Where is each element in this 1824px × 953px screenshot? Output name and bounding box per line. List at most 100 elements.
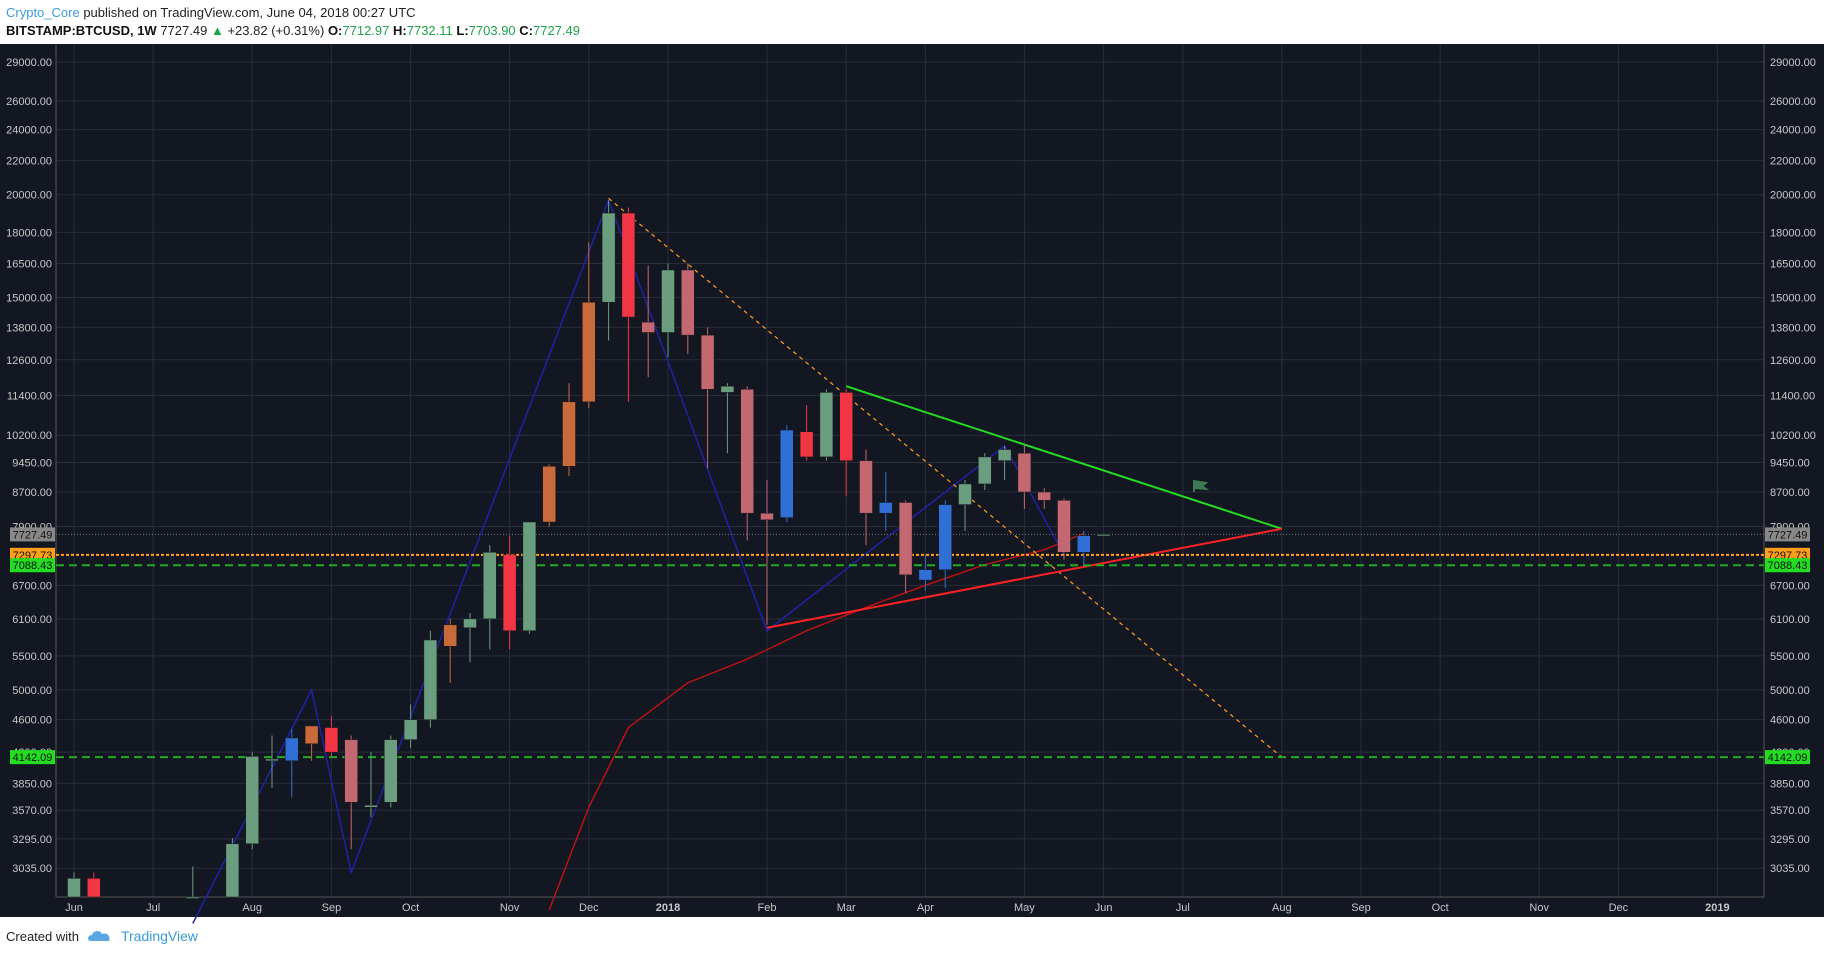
- time-axis: Jun Jul Aug Sep Oct Nov Dec 2018 Feb Mar Apr May Jun…: [65, 902, 1730, 914]
- y-tick-label-right: 6700.00: [1770, 580, 1810, 592]
- y-tick-label-left: 9450.00: [12, 458, 52, 470]
- price-label-text: 4142.09: [1768, 752, 1808, 764]
- y-tick-label-left: 22000.00: [6, 156, 52, 168]
- candle-body: [661, 269, 675, 333]
- x-tick-label: Dec: [579, 902, 599, 914]
- created-with-text: Created with: [6, 928, 79, 944]
- y-tick-label-right: 9450.00: [1770, 458, 1810, 470]
- x-tick-label: Aug: [242, 902, 262, 914]
- y-tick-label-right: 11400.00: [1770, 391, 1815, 403]
- y-tick-label-left: 11400.00: [7, 391, 52, 403]
- y-tick-label-right: 26000.00: [1770, 96, 1816, 108]
- symbol-name: BITSTAMP:BTCUSD, 1W: [6, 23, 157, 38]
- y-tick-label-right: 24000.00: [1770, 125, 1816, 137]
- y-tick-label-right: 16500.00: [1770, 258, 1816, 270]
- price-label-text: 7088.43: [13, 560, 53, 572]
- y-tick-label-left: 4600.00: [12, 715, 52, 727]
- y-tick-label-right: 3850.00: [1770, 778, 1810, 790]
- candle-body: [879, 502, 893, 514]
- y-tick-label-right: 12600.00: [1770, 355, 1816, 367]
- symbol-line: BITSTAMP:BTCUSD, 1W 7727.49 ▲ +23.82 (+0…: [6, 22, 1816, 40]
- candle-body: [304, 725, 319, 745]
- low-label: L:: [456, 23, 469, 38]
- author-link[interactable]: Crypto_Core: [6, 5, 80, 20]
- price-label-bg: [10, 527, 55, 542]
- candle-body: [1037, 491, 1051, 501]
- close-label: C:: [519, 23, 534, 38]
- candle-body: [562, 401, 576, 467]
- price-label-right: 4142.09: [1765, 750, 1810, 765]
- candle-body: [364, 805, 378, 808]
- y-tick-label-left: 3035.00: [12, 863, 52, 875]
- x-tick-label: Oct: [402, 902, 419, 914]
- moving-average-line: [548, 532, 1085, 911]
- x-tick-label: Oct: [1432, 902, 1449, 914]
- x-tick-label: Jul: [1176, 902, 1190, 914]
- candle-body: [265, 758, 279, 762]
- x-tick-label: 2018: [656, 902, 680, 914]
- y-tick-label-right: 20000.00: [1770, 190, 1816, 202]
- last-price: 7727.49: [160, 23, 208, 38]
- y-tick-label-left: 10200.00: [6, 430, 52, 442]
- candle-body: [859, 460, 873, 514]
- candle-body: [87, 878, 101, 898]
- x-tick-label: May: [1014, 902, 1035, 914]
- x-tick-label: Feb: [758, 902, 777, 914]
- y-tick-label-left: 15000.00: [6, 292, 52, 304]
- candle-body: [780, 429, 794, 518]
- x-tick-label: Jul: [146, 902, 160, 914]
- candle-series: [67, 200, 1111, 899]
- candle-body: [502, 554, 517, 632]
- candle-body: [898, 502, 913, 576]
- y-tick-label-left: 6700.00: [12, 580, 52, 592]
- candle-body: [582, 302, 596, 403]
- candle-body: [483, 552, 497, 620]
- y-tick-label-right: 10200.00: [1770, 430, 1816, 442]
- y-tick-label-right: 15000.00: [1770, 292, 1816, 304]
- price-label-bg: [10, 558, 55, 573]
- y-tick-label-right: 5000.00: [1770, 685, 1810, 697]
- candle-body: [720, 385, 735, 393]
- x-tick-label: Apr: [917, 902, 934, 914]
- price-label-text: 7727.49: [13, 529, 53, 541]
- y-tick-label-left: 16500.00: [6, 258, 52, 270]
- candle-body: [839, 392, 853, 461]
- x-tick-label: Jun: [65, 902, 83, 914]
- cloud-icon: [88, 931, 110, 941]
- publication-line: Crypto_Core published on TradingView.com…: [6, 4, 1816, 22]
- y-tick-label-right: 29000.00: [1770, 57, 1816, 69]
- price-label-left: 7727.49: [10, 527, 55, 542]
- candle-body: [344, 739, 358, 803]
- y-tick-label-right: 8700.00: [1770, 487, 1810, 499]
- close-value: 7727.49: [533, 23, 581, 38]
- x-tick-label: Nov: [1529, 902, 1549, 914]
- chart-header: Crypto_Core published on TradingView.com…: [6, 4, 1816, 44]
- price-label-right: 7727.49: [1765, 527, 1810, 542]
- price-label-right: 7088.43: [1765, 558, 1810, 573]
- y-tick-label-left: 3570.00: [12, 805, 52, 817]
- open-label: O:: [327, 23, 343, 38]
- candle-body: [225, 843, 240, 898]
- y-tick-label-right: 3295.00: [1770, 834, 1810, 846]
- candle-body: [918, 569, 933, 581]
- candle-body: [1096, 534, 1111, 537]
- candle-body: [186, 896, 200, 899]
- x-tick-label: Dec: [1609, 902, 1629, 914]
- tradingview-brand[interactable]: TradingView: [120, 928, 199, 944]
- candle-body: [245, 756, 259, 845]
- published-text: published on TradingView.com, June 04, 2…: [83, 5, 416, 20]
- price-label-bg: [1765, 558, 1810, 573]
- price-label-text: 7088.43: [1768, 560, 1808, 572]
- candle-body: [1057, 500, 1071, 553]
- up-arrow-icon: ▲: [210, 23, 224, 38]
- y-tick-label-left: 6100.00: [12, 614, 52, 626]
- x-tick-label: Nov: [500, 902, 520, 914]
- candle-body: [384, 739, 398, 803]
- candle-body: [423, 639, 438, 720]
- orange-dashed-trendline: [608, 197, 1283, 758]
- y-tick-label-right: 18000.00: [1770, 227, 1816, 239]
- price-label-text: 4142.09: [13, 752, 53, 764]
- price-label-text: 7727.49: [1768, 529, 1808, 541]
